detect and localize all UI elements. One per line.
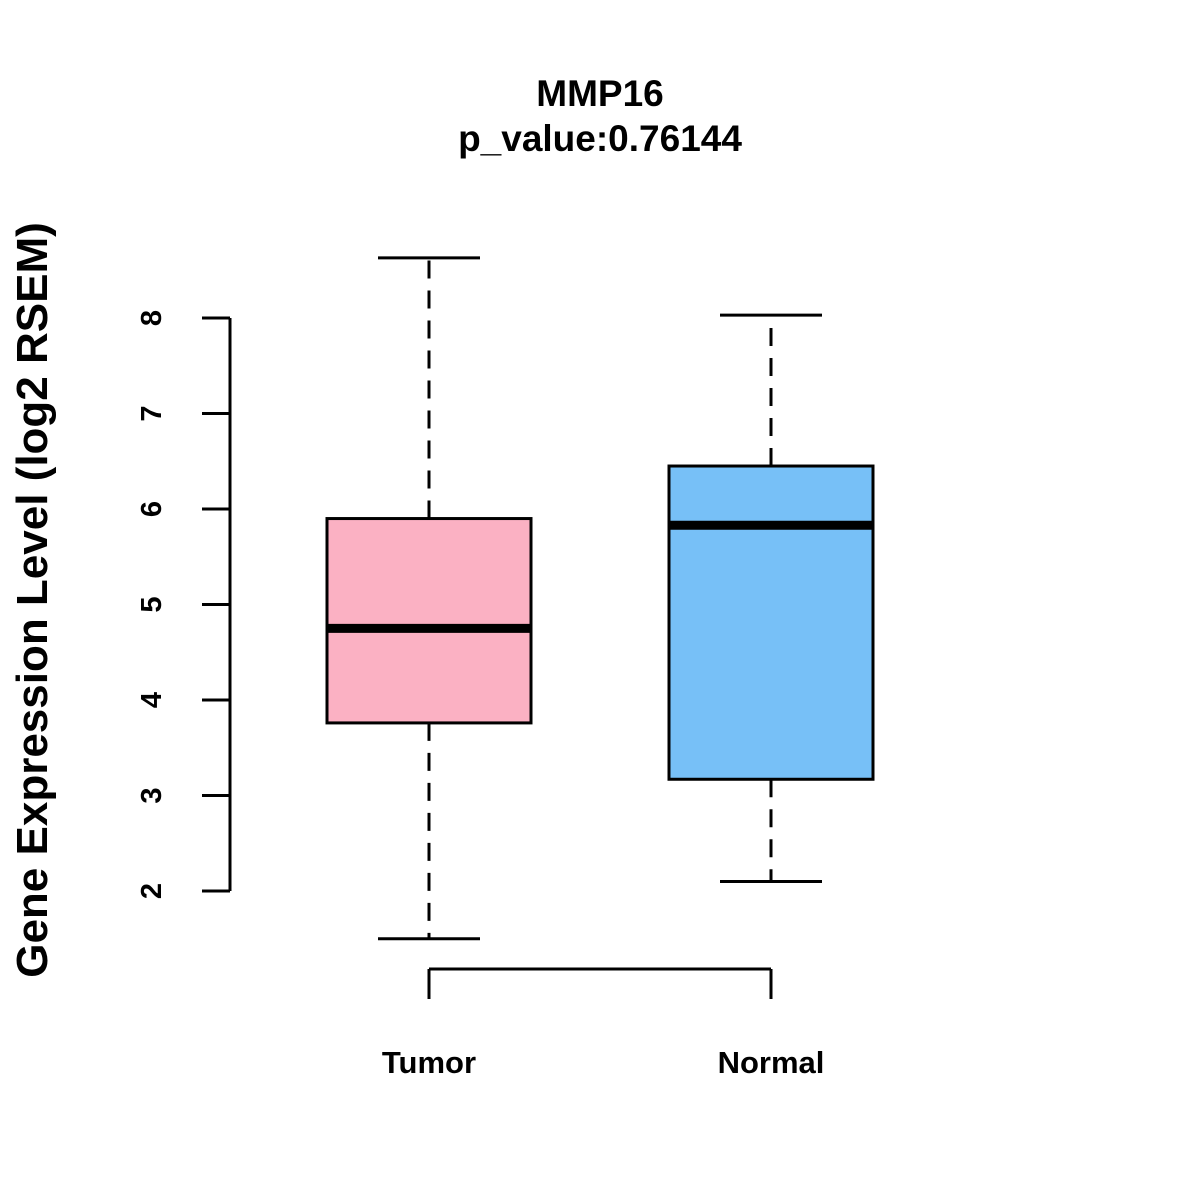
chart-subtitle: p_value:0.76144 [458, 118, 742, 159]
y-axis-label: Gene Expression Level (log2 RSEM) [8, 222, 57, 978]
y-tick-label: 5 [136, 596, 168, 612]
y-tick-label: 4 [136, 692, 168, 708]
y-tick-label: 6 [136, 501, 168, 517]
x-tick-label: Normal [718, 1045, 825, 1080]
y-tick-label: 3 [136, 787, 168, 803]
x-tick-label: Tumor [382, 1045, 476, 1080]
chart-title: MMP16 [536, 73, 663, 114]
y-tick-label: 2 [136, 883, 168, 899]
y-tick-label: 8 [136, 310, 168, 326]
y-tick-label: 7 [136, 405, 168, 421]
box-normal [667, 313, 875, 883]
box-tumor [325, 256, 533, 941]
x-axis: Tumor Normal [382, 967, 825, 1080]
iqr-box [325, 517, 533, 725]
box-series [325, 256, 875, 941]
y-axis: 2 3 4 5 6 7 8 [136, 310, 232, 899]
iqr-box [667, 464, 875, 781]
